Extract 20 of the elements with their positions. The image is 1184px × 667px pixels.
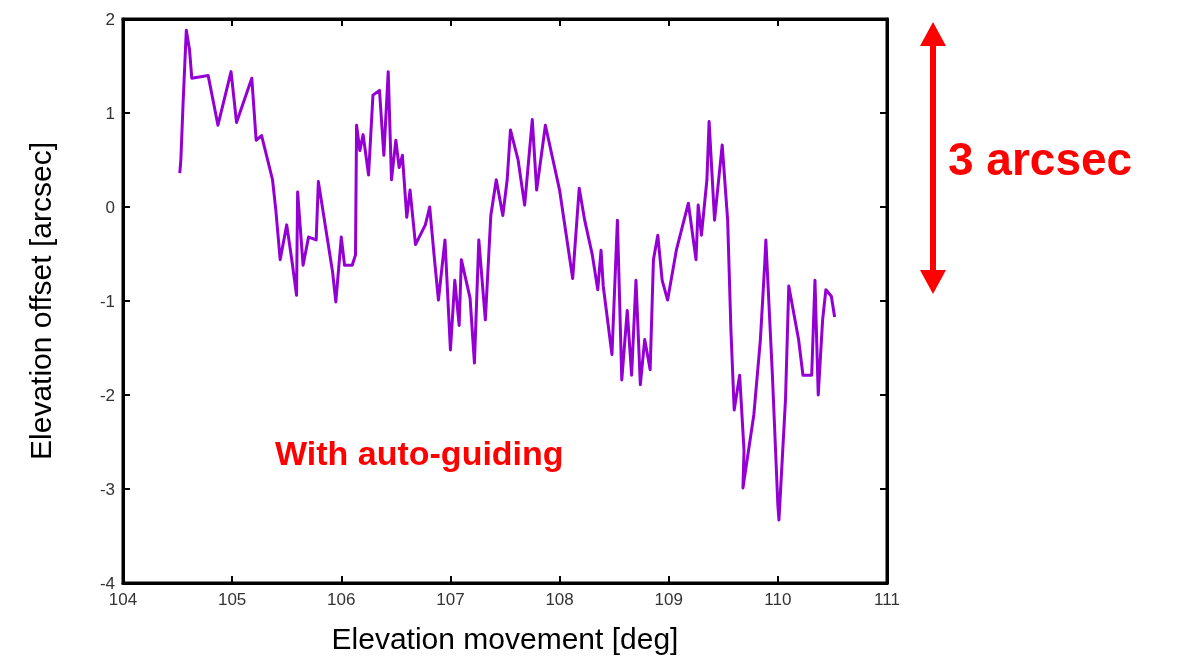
x-axis-title: Elevation movement [deg] — [331, 621, 679, 655]
y-tick-label: -4 — [99, 573, 115, 593]
text: 3 arcsec — [948, 132, 1133, 186]
y-tick-label: -2 — [99, 385, 115, 405]
y-axis-title: Elevation offset [arcsec] — [23, 142, 57, 460]
annotation: With auto-guiding — [275, 434, 564, 472]
x-tick-label: 111 — [874, 590, 900, 609]
y-tick-label: -1 — [99, 291, 115, 311]
x-tick-label: 104 — [108, 590, 138, 609]
x-tick-label: 107 — [436, 590, 465, 609]
x-tick-label: 108 — [545, 590, 574, 609]
line-series — [178, 28, 837, 522]
y-tick-label: -3 — [99, 479, 115, 499]
x-tick-label: 110 — [764, 590, 792, 609]
x-tick-label: 106 — [327, 590, 356, 609]
x-tick-label: 109 — [654, 590, 683, 609]
y-tick-label: 2 — [105, 9, 115, 29]
x-tick-label: 105 — [217, 590, 247, 609]
y-tick-label: 0 — [105, 197, 115, 217]
y-tick-label: 1 — [105, 103, 115, 123]
